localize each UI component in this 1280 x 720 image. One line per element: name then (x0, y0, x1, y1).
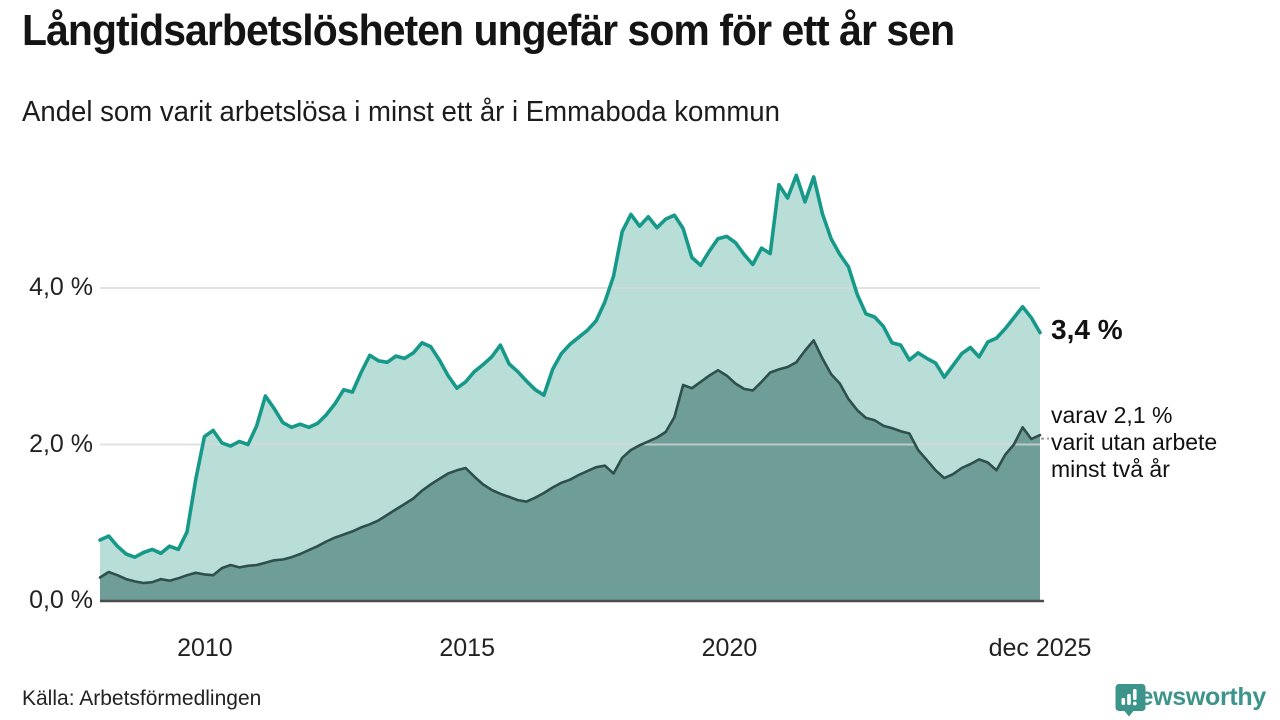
page-title: Långtidsarbetslösheten ungefär som för e… (22, 6, 955, 55)
two-year-annotation-line1: varav 2,1 % (1051, 402, 1173, 428)
y-tick-2,0 %: 2,0 % (29, 429, 93, 458)
y-tick-0,0 %: 0,0 % (29, 586, 93, 614)
two-year-annotation: varav 2,1 % varit utan arbete minst två … (1051, 402, 1217, 483)
total-series-line (98, 173, 1042, 559)
newsworthy-logo: Newsworthy (1115, 683, 1267, 717)
y-tick-4,0 %: 4,0 % (29, 273, 93, 301)
latest-total-value-label: 3,4 % (1051, 314, 1123, 345)
newsworthy-wordmark: Newsworthy (1121, 683, 1267, 711)
x-tick-2010: 2010 (177, 634, 233, 662)
two-year-series-area (100, 340, 1040, 601)
two-year-annotation-line2: varit utan arbete (1051, 429, 1218, 455)
two-year-series-line (98, 339, 1042, 585)
x-tick-2015: 2015 (439, 634, 495, 662)
x-tick-2020: 2020 (701, 634, 758, 662)
two-year-annotation-line3: minst två år (1051, 456, 1170, 482)
source-credit: Källa: Arbetsförmedlingen (22, 687, 262, 710)
x-tick-dec-2025: dec 2025 (988, 634, 1092, 662)
page-subtitle: Andel som varit arbetslösa i minst ett å… (22, 96, 780, 128)
